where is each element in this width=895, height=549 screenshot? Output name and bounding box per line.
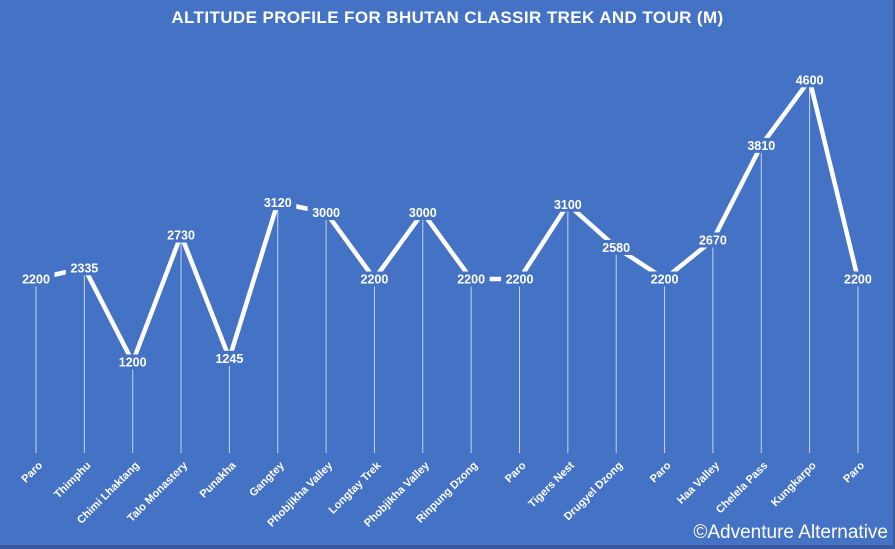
data-label: 2670 bbox=[699, 233, 727, 247]
data-label: 3000 bbox=[312, 206, 340, 220]
category-label: Kungkarpo bbox=[769, 459, 819, 509]
data-label: 4600 bbox=[796, 73, 824, 87]
data-label-mask bbox=[452, 271, 490, 287]
data-labels-group: 2200 2335 1200 2730 1245 3120 3000 2200 3000 2200… bbox=[17, 72, 877, 370]
data-label-mask bbox=[17, 271, 55, 287]
data-label-mask bbox=[646, 271, 684, 287]
category-label: Tigers Nest bbox=[526, 459, 577, 510]
data-label: 2200 bbox=[506, 273, 534, 287]
data-label-mask bbox=[210, 350, 248, 366]
slide-right-edge bbox=[893, 0, 895, 549]
data-label-mask bbox=[791, 72, 829, 88]
altitude-series-line bbox=[33, 77, 861, 365]
data-label: 3120 bbox=[264, 196, 292, 210]
data-label: 2335 bbox=[70, 261, 98, 275]
data-label: 2200 bbox=[844, 273, 872, 287]
category-label: Gangtey bbox=[247, 459, 287, 499]
data-label: 2200 bbox=[361, 273, 389, 287]
watermark-credit: ©Adventure Alternative bbox=[693, 522, 888, 543]
category-label: Chelela Pass bbox=[714, 460, 770, 516]
chart-title: ALTITUDE PROFILE FOR BHUTAN CLASSIR TREK… bbox=[171, 8, 724, 27]
data-label: 3100 bbox=[554, 198, 582, 212]
data-label: 2200 bbox=[651, 273, 679, 287]
data-label-mask bbox=[65, 260, 103, 276]
data-label: 1245 bbox=[215, 352, 243, 366]
data-label-mask bbox=[742, 137, 780, 153]
category-label: Paro bbox=[19, 459, 45, 485]
data-label-mask bbox=[501, 271, 538, 287]
data-label: 2730 bbox=[167, 229, 195, 243]
data-label-mask bbox=[549, 196, 587, 212]
category-label: Punakha bbox=[198, 459, 240, 501]
data-label-mask bbox=[114, 354, 152, 370]
data-label: 2200 bbox=[22, 273, 50, 287]
category-label: Paro bbox=[841, 459, 867, 485]
data-label: 1200 bbox=[119, 356, 147, 370]
data-label: 3000 bbox=[409, 206, 437, 220]
data-label-mask bbox=[162, 227, 200, 243]
data-label-mask bbox=[355, 271, 393, 287]
data-label: 2200 bbox=[457, 273, 485, 287]
category-label: Thimphu bbox=[52, 460, 93, 501]
slide-bottom-edge bbox=[0, 545, 895, 549]
data-label: 2580 bbox=[602, 241, 630, 255]
data-label-mask bbox=[694, 232, 732, 248]
category-label: Haa Valley bbox=[675, 459, 723, 507]
category-label: Paro bbox=[503, 459, 529, 485]
category-label: Paro bbox=[648, 459, 674, 485]
data-label-mask bbox=[597, 239, 635, 255]
drop-lines-group bbox=[35, 79, 859, 453]
data-label-mask bbox=[307, 205, 345, 221]
data-label: 3810 bbox=[747, 139, 775, 153]
data-label-mask bbox=[404, 205, 442, 221]
data-label-mask bbox=[259, 195, 297, 211]
data-label-mask bbox=[839, 271, 877, 287]
